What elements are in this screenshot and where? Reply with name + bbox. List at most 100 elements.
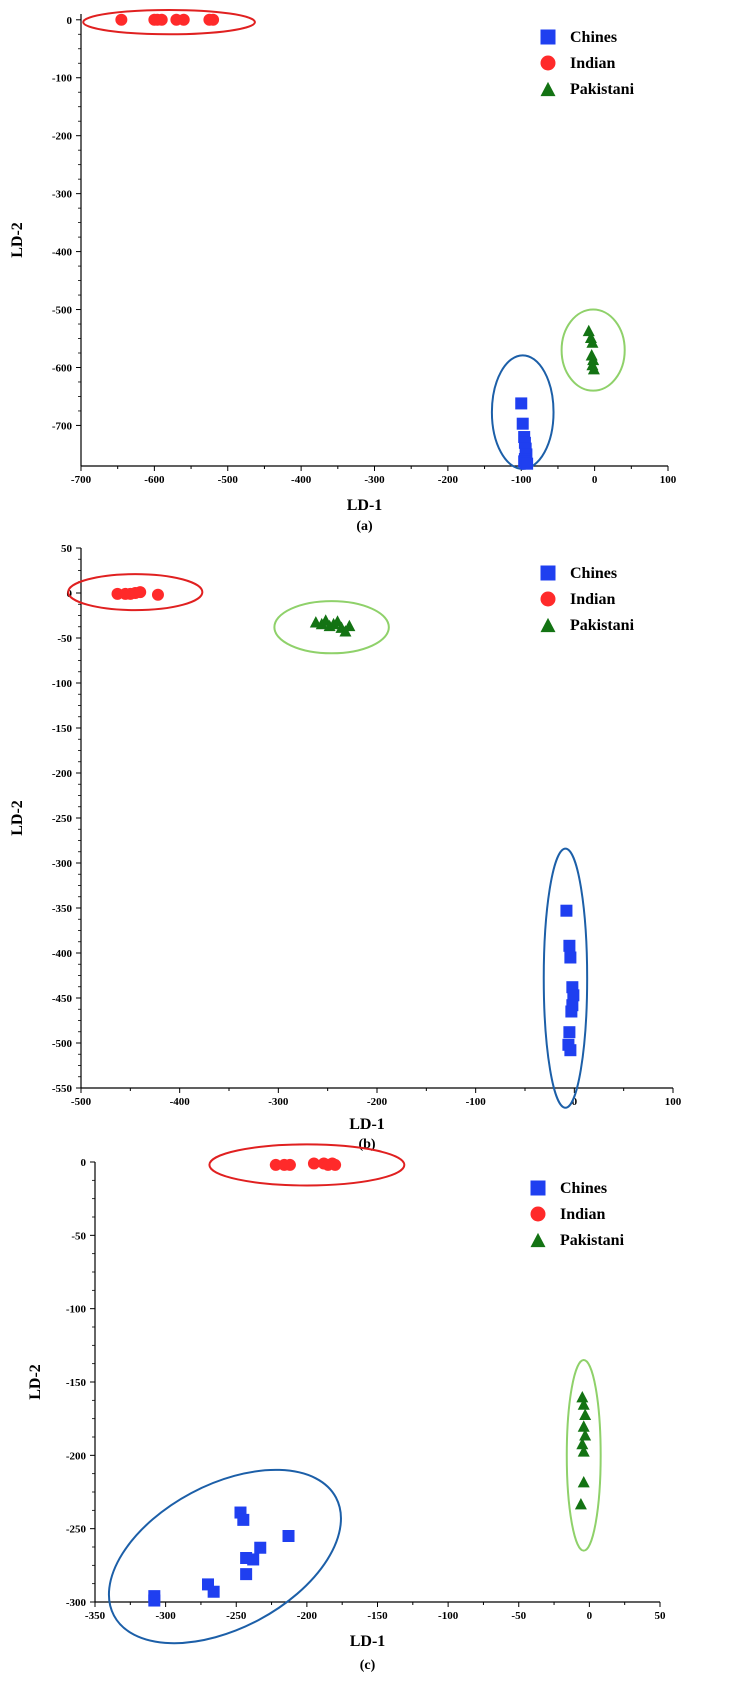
y-tick-label: -200 — [66, 1450, 87, 1462]
x-tick-label: -700 — [71, 474, 92, 486]
x-axis-label: LD-1 — [350, 1633, 386, 1650]
x-tick-label: -300 — [156, 1610, 177, 1622]
legend-marker-indian — [530, 1206, 546, 1222]
y-tick-label: -350 — [52, 903, 73, 915]
x-tick-label: -150 — [367, 1610, 388, 1622]
panel-label: (a) — [356, 519, 373, 534]
legend: Chines Indian Pakistani — [530, 1180, 625, 1249]
x-tick-label: 0 — [572, 1096, 578, 1108]
x-tick-label: -200 — [438, 474, 459, 486]
data-point-chines — [207, 1585, 220, 1598]
cluster-ellipse-pakistani — [560, 308, 626, 392]
x-tick-label: 100 — [660, 474, 677, 486]
y-tick-label: -300 — [66, 1597, 87, 1609]
data-point-pakistani — [582, 324, 595, 337]
y-axis-label: LD-2 — [9, 222, 26, 258]
x-tick-label: -100 — [438, 1610, 459, 1622]
y-tick-label: -100 — [52, 678, 73, 690]
legend-label-pakistani: Pakistani — [570, 81, 635, 98]
legend: Chines Indian Pakistani — [540, 29, 635, 98]
data-point-chines — [563, 939, 576, 952]
data-point-chines — [240, 1568, 253, 1581]
chart-panel-2: -350 -300 -250 -200 -150 -100 -50 0 500-50-100-1… — [27, 1143, 667, 1673]
y-tick-label: -550 — [52, 1083, 73, 1095]
chart-panel-0: -700 -600 -500 -400 -300 -200 -100 0 100 0 -100 -20… — [9, 8, 677, 534]
data-point-indian — [115, 13, 128, 26]
x-tick-label: -350 — [85, 1610, 106, 1622]
data-point-indian — [269, 1158, 282, 1171]
data-point-indian — [329, 1158, 342, 1171]
y-tick-label: -150 — [66, 1377, 87, 1389]
data-point-pakistani — [576, 1390, 589, 1403]
y-tick-label: -50 — [71, 1230, 86, 1242]
cluster-ellipse-pakistani — [565, 1359, 602, 1552]
cluster-ellipse-indian — [82, 8, 256, 36]
y-tick-label: 50 — [61, 543, 73, 555]
data-point-pakistani — [577, 1445, 590, 1457]
y-tick-label: -50 — [57, 633, 72, 645]
data-point-chines — [564, 951, 577, 964]
cluster-ellipse-indian — [208, 1143, 406, 1187]
cluster-ellipse-indian — [67, 573, 204, 612]
data-point-chines — [148, 1594, 161, 1607]
legend-marker-pakistani — [530, 1232, 546, 1248]
data-point-pakistani — [586, 336, 599, 348]
data-point-chines — [282, 1530, 295, 1542]
legend-label-chines: Chines — [570, 29, 617, 46]
legend: Chines Indian Pakistani — [540, 565, 635, 634]
y-tick-label: -150 — [52, 723, 73, 735]
y-tick-label: -400 — [52, 247, 73, 259]
legend-label-chines: Chines — [560, 1180, 607, 1197]
y-tick-label: -200 — [52, 131, 73, 143]
y-tick-label: -600 — [52, 362, 73, 374]
legend-label-chines: Chines — [570, 565, 617, 582]
chart-panel-1: -500 -400 -300 -200 -100 0 100500-50-100-150-2… — [9, 543, 682, 1152]
legend-label-pakistani: Pakistani — [570, 617, 635, 634]
data-point-indian — [283, 1158, 296, 1171]
y-tick-label: -400 — [52, 948, 73, 960]
x-tick-label: -600 — [144, 474, 165, 486]
x-tick-label: -500 — [218, 474, 239, 486]
x-tick-label: 0 — [592, 474, 598, 486]
x-tick-label: -200 — [367, 1096, 388, 1108]
cluster-ellipse-pakistani — [273, 600, 390, 655]
x-axis-label: LD-1 — [347, 497, 383, 514]
x-tick-label: -50 — [511, 1610, 526, 1622]
legend-marker-chines — [530, 1180, 546, 1196]
x-tick-label: 50 — [655, 1610, 667, 1622]
x-tick-label: -500 — [71, 1096, 92, 1108]
y-tick-label: -300 — [52, 189, 73, 201]
data-point-chines — [516, 417, 529, 430]
data-point-indian — [134, 586, 147, 599]
cluster-ellipse-chines — [107, 1468, 342, 1645]
legend-label-indian: Indian — [560, 1206, 605, 1223]
legend-label-indian: Indian — [570, 55, 615, 72]
y-tick-label: -300 — [52, 858, 73, 870]
x-tick-label: -100 — [511, 474, 532, 486]
data-point-pakistani — [587, 353, 600, 366]
x-tick-label: -300 — [268, 1096, 289, 1108]
legend-marker-indian — [540, 591, 556, 607]
x-tick-label: -250 — [226, 1610, 247, 1622]
cluster-ellipse-chines — [542, 847, 589, 1109]
data-point-chines — [515, 397, 528, 410]
y-tick-label: -500 — [52, 1038, 73, 1050]
legend-marker-chines — [540, 565, 556, 581]
legend-marker-chines — [540, 29, 556, 45]
data-point-pakistani — [579, 1429, 592, 1441]
legend-marker-pakistani — [540, 81, 556, 97]
legend-label-pakistani: Pakistani — [560, 1232, 625, 1249]
data-point-chines — [237, 1513, 250, 1526]
legend-marker-indian — [540, 55, 556, 71]
data-point-chines — [563, 1026, 576, 1039]
legend-marker-pakistani — [540, 617, 556, 633]
data-point-pakistani — [576, 1437, 589, 1450]
y-tick-label: -100 — [66, 1304, 87, 1316]
x-tick-label: -200 — [297, 1610, 318, 1622]
y-tick-label: -700 — [52, 420, 73, 432]
data-point-pakistani — [343, 619, 356, 632]
y-tick-label: -450 — [52, 993, 73, 1005]
data-point-chines — [247, 1553, 260, 1566]
y-tick-label: 0 — [67, 15, 73, 27]
y-axis-label: LD-2 — [9, 800, 26, 836]
